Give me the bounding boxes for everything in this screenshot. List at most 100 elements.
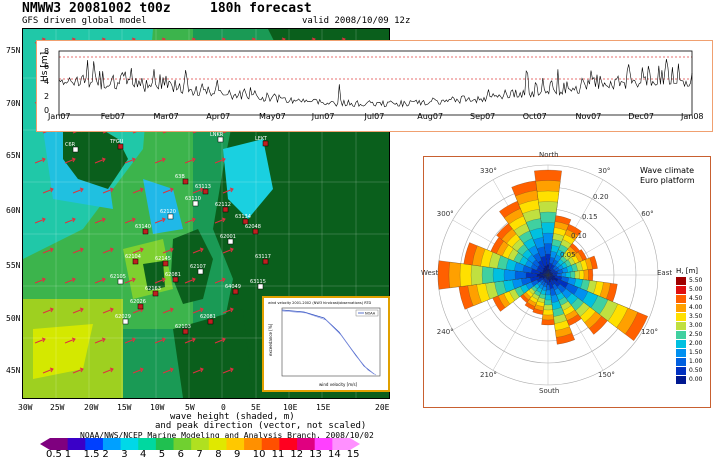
station-marker: [217, 136, 224, 143]
colorbar-swatch: [226, 438, 245, 450]
station-label: 62104: [125, 254, 141, 260]
lon-label-0: 0: [221, 403, 226, 412]
direction-arrow: [214, 337, 226, 344]
lon-label-5w: 5W: [185, 403, 195, 412]
lat-label-75n: 75N: [6, 46, 21, 55]
inset-curve-model: [281, 309, 375, 375]
rose-petals: [437, 169, 648, 345]
direction-arrow: [42, 307, 54, 314]
colorbar-label: 13: [309, 449, 322, 460]
direction-arrow: [64, 277, 76, 284]
direction-arrow: [94, 337, 106, 344]
colorbar-swatch: [120, 438, 139, 450]
rose-direction-label: South: [539, 387, 560, 395]
station-marker: [137, 303, 144, 310]
direction-arrow: [64, 217, 76, 224]
station-label: 62001: [220, 234, 236, 240]
station-marker: [182, 178, 189, 185]
station-label: 62029: [115, 314, 131, 320]
direction-arrow: [94, 157, 106, 164]
direction-arrow: [102, 367, 114, 374]
colorbar-swatch: [244, 438, 263, 450]
station-label: 62105: [110, 274, 126, 280]
rose-legend-swatch: [676, 340, 686, 348]
direction-arrow: [124, 337, 136, 344]
lon-label-25w: 25W: [50, 403, 65, 412]
direction-arrow: [64, 157, 76, 164]
direction-arrow: [192, 367, 204, 374]
direction-arrow: [94, 217, 106, 224]
station-label: 62107: [190, 264, 206, 270]
ts-month-label: Feb07: [100, 112, 126, 121]
colorbar-label: 14: [328, 449, 341, 460]
colorbar-swatch: [102, 438, 122, 450]
wave-rose-title-line1: Wave climate: [640, 166, 695, 175]
lon-label-20e: 20E: [375, 403, 390, 412]
station-label: 62145: [155, 256, 171, 262]
wave-rose-panel[interactable]: [423, 156, 711, 408]
ts-month-label: Apr07: [206, 112, 231, 121]
direction-arrow: [124, 157, 136, 164]
colorbar-label: 11: [271, 449, 285, 460]
station-label: 63134: [235, 214, 251, 220]
direction-arrow: [192, 247, 204, 254]
wave-height-colorbar: [40, 438, 360, 450]
colorbar-swatch: [85, 438, 104, 450]
colorbar-label: 6: [177, 449, 184, 460]
station-marker: [132, 258, 139, 265]
wave-rose-title: Wave climate Euro platform: [640, 166, 695, 186]
direction-arrow: [124, 217, 136, 224]
lon-label-10e: 10E: [283, 403, 298, 412]
rose-direction-label: 300°: [436, 210, 454, 218]
direction-arrow: [34, 217, 46, 224]
rose-legend-swatch: [676, 367, 686, 375]
rose-legend-value: 0.50: [689, 367, 703, 374]
colorbar-swatch: [279, 438, 298, 450]
forecast-hour-title: 180h forecast: [210, 1, 312, 16]
direction-arrow: [132, 247, 144, 254]
ts-month-label: Jul07: [364, 112, 385, 121]
colorbar-label: 10: [252, 449, 266, 460]
station-marker: [222, 206, 229, 213]
direction-arrow: [34, 337, 46, 344]
station-label: 62026: [130, 299, 146, 305]
rose-ring-label: 0.10: [571, 231, 587, 240]
direction-arrow: [214, 217, 226, 224]
direction-arrow: [42, 247, 54, 254]
direction-arrow: [222, 367, 234, 374]
rose-legend-value: 5.00: [689, 286, 703, 293]
rose-direction-label: 150°: [598, 371, 615, 380]
valid-time: valid 2008/10/09 12z: [302, 16, 411, 26]
direction-arrow: [184, 337, 196, 344]
station-label: 64049: [225, 284, 241, 290]
rose-legend-swatch: [676, 358, 686, 366]
lat-label-50n: 50N: [6, 314, 21, 323]
inset-legend-box: [355, 309, 379, 317]
direction-arrow: [154, 157, 166, 164]
rose-legend-value: 0.00: [689, 376, 703, 383]
wave-rose-title-line2: Euro platform: [640, 176, 695, 185]
inset-exceedance-plot[interactable]: wind velocity 2001-2002 (NW3 hindcast/ob…: [262, 296, 390, 392]
station-label: LNKR: [210, 132, 224, 138]
direction-arrow: [154, 277, 166, 284]
station-label: TFGU: [109, 139, 124, 145]
norwegian-sea-shallow: [223, 139, 273, 219]
station-label: 63115: [250, 279, 266, 285]
rose-legend-value: 3.50: [689, 313, 703, 320]
ts-month-label: Jun07: [311, 112, 335, 121]
rose-ring-label: 0.15: [582, 212, 598, 221]
lon-label-10w: 10W: [150, 403, 165, 412]
direction-arrow: [42, 187, 54, 194]
station-marker: [257, 283, 264, 290]
lat-label-45n: 45N: [6, 366, 21, 375]
lat-label-60n: 60N: [6, 206, 21, 215]
rose-direction-label: West: [421, 269, 439, 277]
ts-tick-4: 4: [44, 77, 50, 86]
ts-month-label: Dec07: [628, 112, 654, 121]
colorbar-swatch: [67, 438, 86, 450]
timeseries-panel[interactable]: [36, 40, 713, 132]
rose-direction-label: 30°: [598, 166, 611, 175]
rose-direction-label: 240°: [436, 328, 454, 336]
rose-legend-title: H, [m]: [676, 267, 698, 275]
colorbar-label: 9: [234, 449, 241, 460]
